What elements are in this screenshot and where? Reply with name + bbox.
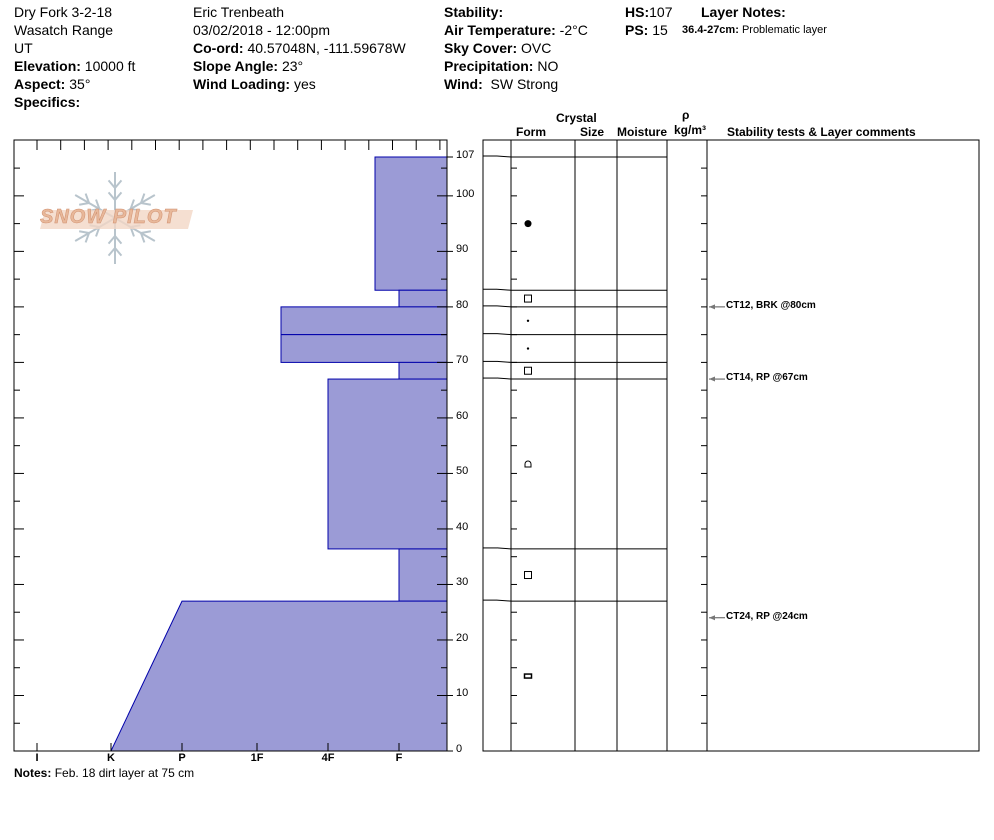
arrow-icon	[709, 615, 715, 621]
snowflake-icon	[140, 232, 146, 243]
snowpilot-logo: SNOW PILOT	[40, 206, 177, 229]
hardness-label-F: F	[395, 752, 403, 764]
snowflake-icon	[114, 247, 123, 257]
rounded-grain-icon	[526, 347, 530, 350]
size-header: Size	[580, 125, 605, 139]
depth-label: 107	[456, 149, 475, 161]
hardness-bar	[398, 361, 448, 380]
depth-label: 90	[456, 243, 469, 256]
stability: Stability:	[444, 4, 504, 20]
snowflake-icon	[114, 191, 123, 201]
depth-label: 50	[456, 465, 469, 478]
layer-note: 36.4-27cm: Problematic layer	[682, 24, 827, 36]
crust-icon	[523, 673, 533, 679]
depth-label: 40	[456, 520, 469, 533]
rho-header: ρ	[682, 108, 690, 122]
comments-header: Stability tests & Layer comments	[727, 125, 916, 139]
air-temperature: Air Temperature: -2°C	[444, 22, 588, 38]
depth-label: 100	[456, 187, 475, 200]
layer-connector	[496, 333, 512, 336]
snowflake-icon	[95, 199, 101, 210]
hs: HS:107	[625, 4, 673, 20]
depth-label: 10	[456, 687, 469, 700]
location-name: Dry Fork 3-2-18	[14, 4, 113, 20]
density-header: kg/m³	[674, 123, 707, 137]
observer: Eric Trenbeath	[193, 4, 285, 20]
snowflake-icon	[140, 230, 152, 234]
snowflake-icon	[84, 193, 90, 204]
precipitation: Precipitation: NO	[444, 58, 559, 74]
notes: Notes: Feb. 18 dirt layer at 75 cm	[14, 766, 195, 780]
facets-icon	[524, 571, 532, 580]
moisture-header: Moisture	[617, 125, 668, 139]
layer-connector	[496, 288, 512, 291]
range-name: Wasatch Range	[14, 22, 114, 38]
snowflake-icon	[129, 199, 135, 210]
layer-connector	[496, 377, 512, 380]
layer-connector	[496, 360, 512, 363]
logo-banner	[40, 210, 193, 229]
facets-icon	[524, 366, 532, 375]
snowflake-icon	[140, 202, 152, 206]
slope-angle: Slope Angle: 23°	[193, 58, 304, 74]
elevation: Elevation: 10000 ft	[14, 58, 136, 74]
hardness-bar	[110, 600, 448, 752]
snowflake-icon	[107, 235, 116, 245]
state: UT	[14, 40, 33, 56]
crystal-header: Crystal	[556, 111, 597, 125]
specifics: Specifics:	[14, 94, 81, 110]
form-header: Form	[516, 125, 546, 139]
hardness-label-K: K	[107, 752, 115, 764]
hardness-bar	[374, 156, 448, 291]
stability-test-label: CT14, RP @67cm	[726, 372, 808, 384]
coordinates: Co-ord: 40.57048N, -111.59678W	[193, 40, 406, 56]
wind-loading: Wind Loading: yes	[193, 76, 316, 92]
arrow-icon	[709, 376, 715, 382]
snowflake-icon	[78, 202, 90, 206]
depth-label: 20	[456, 631, 469, 644]
hardness-label-4F: 4F	[321, 752, 335, 764]
snowflake-icon	[140, 193, 146, 204]
snowflake-icon	[107, 179, 116, 189]
hardness-bar	[280, 306, 448, 336]
arrow-icon	[709, 304, 715, 310]
hardness-bar	[280, 334, 448, 363]
hardness-bar	[398, 289, 448, 308]
depth-label: 60	[456, 409, 469, 422]
layer-connector	[496, 305, 512, 308]
facets-icon	[524, 294, 532, 303]
stability-test-label: CT24, RP @24cm	[726, 610, 808, 622]
snowflake-icon	[78, 230, 90, 234]
faceted-rounded-icon	[524, 460, 532, 468]
layer-connector	[496, 155, 512, 158]
hardness-bar	[327, 378, 448, 550]
hardness-label-P: P	[178, 752, 186, 764]
hardness-bar	[398, 548, 448, 602]
aspect: Aspect: 35°	[14, 76, 91, 92]
ps: PS: 15	[625, 22, 668, 38]
wind: Wind: SW Strong	[444, 76, 559, 92]
stability-test-label: CT12, BRK @80cm	[726, 299, 816, 311]
layer-table-frame	[482, 139, 980, 752]
sky-cover: Sky Cover: OVC	[444, 40, 552, 56]
snowflake-icon	[107, 191, 116, 201]
layer-connector	[496, 547, 512, 550]
snowflake-icon	[114, 179, 123, 189]
layer-connector	[496, 599, 512, 602]
datetime: 03/02/2018 - 12:00pm	[193, 22, 330, 38]
snowflake-icon	[114, 235, 123, 245]
layer-notes-label: Layer Notes:	[701, 4, 786, 20]
snowflake-icon	[84, 232, 90, 243]
rounded-grain-icon	[526, 319, 530, 322]
depth-label: 70	[456, 354, 469, 367]
graupel-icon	[524, 220, 532, 228]
depth-label: 0	[456, 743, 463, 755]
snowflake-icon	[107, 247, 116, 257]
depth-label: 30	[456, 576, 469, 589]
depth-label: 80	[456, 298, 469, 311]
hardness-label-1F: 1F	[250, 752, 264, 764]
hardness-label-I: I	[35, 752, 39, 764]
